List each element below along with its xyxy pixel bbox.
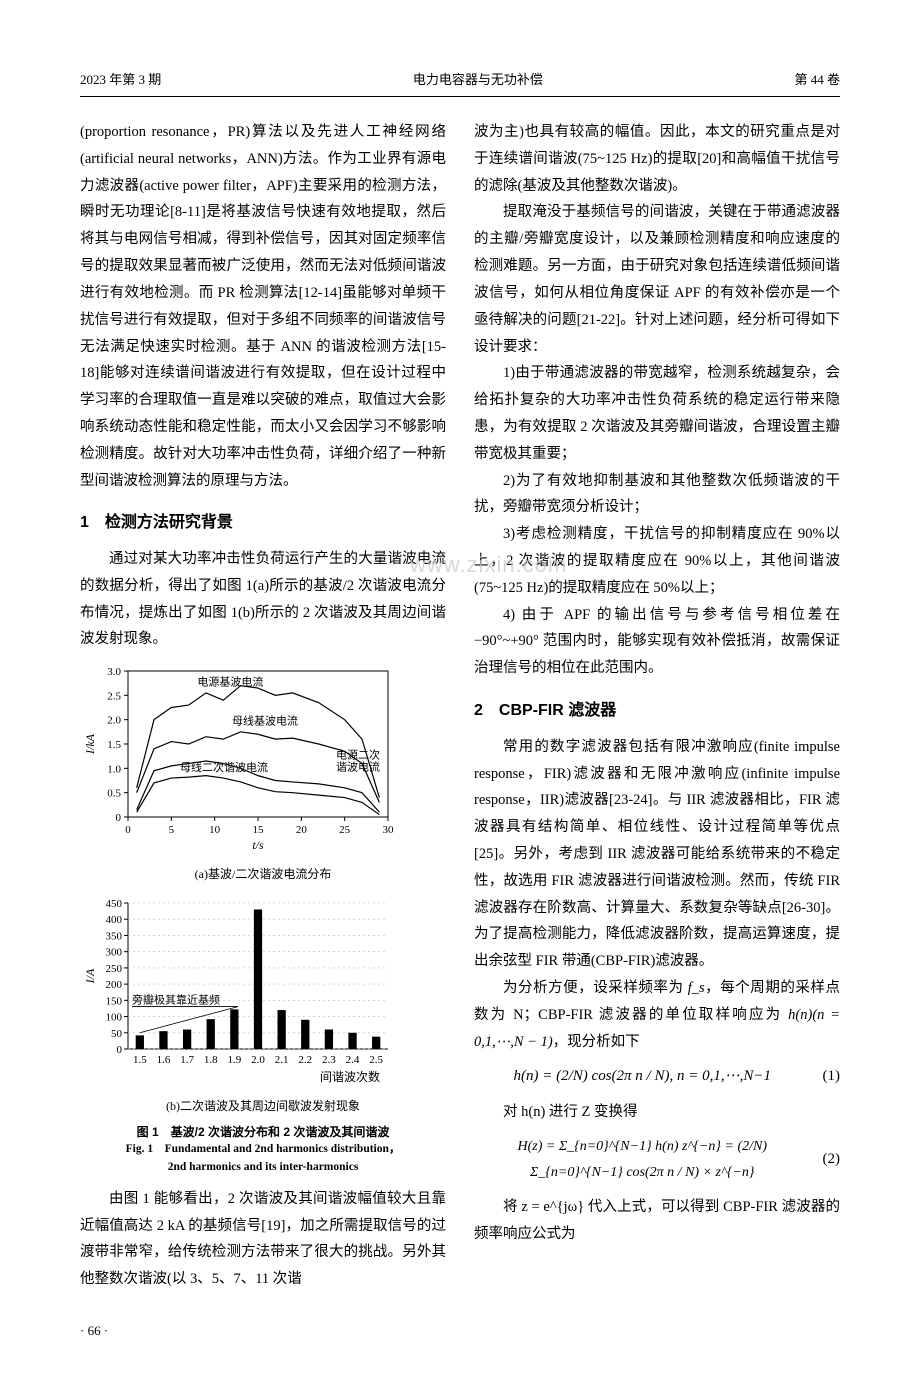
svg-text:150: 150 <box>106 996 123 1008</box>
svg-text:400: 400 <box>106 914 123 926</box>
eq2-number: (2) <box>811 1146 841 1174</box>
svg-text:450: 450 <box>106 898 123 910</box>
section-heading-1: 1 检测方法研究背景 <box>80 508 446 538</box>
svg-text:300: 300 <box>106 947 123 959</box>
svg-text:1.8: 1.8 <box>204 1054 218 1066</box>
svg-text:1.0: 1.0 <box>107 764 121 776</box>
text: 为分析方便，设采样频率为 <box>503 980 688 996</box>
list-item-4: 4) 由于 APF 的输出信号与参考信号相位差在−90°~+90° 范围内时，能… <box>474 602 840 682</box>
svg-text:1.9: 1.9 <box>227 1054 241 1066</box>
svg-text:100: 100 <box>106 1012 123 1024</box>
svg-text:200: 200 <box>106 979 123 991</box>
svg-text:2.4: 2.4 <box>346 1054 360 1066</box>
header-right: 第 44 卷 <box>794 68 840 92</box>
svg-text:间谐波次数: 间谐波次数 <box>320 1069 380 1083</box>
svg-text:2.5: 2.5 <box>369 1054 383 1066</box>
svg-text:1.5: 1.5 <box>107 739 121 751</box>
svg-text:2.5: 2.5 <box>107 691 121 703</box>
para: 波为主)也具有较高的幅值。因此，本文的研究重点是对于连续谱间谐波(75~125 … <box>474 119 840 199</box>
fig1-caption: 图 1 基波/2 次谐波分布和 2 次谐波及其间谐波 Fig. 1 Fundam… <box>80 1123 446 1176</box>
fig1a-label: (a)基波/二次谐波电流分布 <box>80 863 446 885</box>
section-heading-2: 2 CBP-FIR 滤波器 <box>474 696 840 726</box>
svg-text:10: 10 <box>209 824 221 836</box>
svg-text:1.5: 1.5 <box>133 1054 147 1066</box>
svg-text:电源二次: 电源二次 <box>336 748 380 762</box>
list-item-1: 1)由于带通滤波器的带宽越窄，检测系统越复杂，会给拓扑复杂的大功率冲击性负荷系统… <box>474 360 840 467</box>
svg-text:5: 5 <box>169 824 175 836</box>
header-left: 2023 年第 3 期 <box>80 68 161 92</box>
para: 通过对某大功率冲击性负荷运行产生的大量谐波电流的数据分析，得出了如图 1(a)所… <box>80 546 446 653</box>
right-column: 波为主)也具有较高的幅值。因此，本文的研究重点是对于连续谱间谐波(75~125 … <box>474 119 840 1293</box>
chart-a-svg: 0 0.5 1.0 1.5 2.0 2.5 3.0 0 5 10 15 20 25 30 t/s I/kA 电源… <box>80 661 400 851</box>
para: (proportion resonance，PR)算法以及先进人工神经网络(ar… <box>80 119 446 494</box>
para: 提取淹没于基频信号的间谐波，关键在于带通滤波器的主瓣/旁瓣宽度设计，以及兼顾检测… <box>474 199 840 360</box>
page-footer: · 66 · <box>80 1319 840 1343</box>
para: 由图 1 能够看出，2 次谐波及其间谐波幅值较大且靠近幅值高达 2 kA 的基频… <box>80 1186 446 1293</box>
figure-1b: 0 50 100 150 200 250 300 350 400 450 1.5 1.6 1.7 1.8 1… <box>80 893 446 1117</box>
left-column: (proportion resonance，PR)算法以及先进人工神经网络(ar… <box>80 119 446 1293</box>
para: 对 h(n) 进行 Z 变换得 <box>474 1099 840 1126</box>
eq1-body: h(n) = (2/N) cos(2π n / N), n = 0,1,⋯,N−… <box>474 1063 811 1091</box>
equation-1: h(n) = (2/N) cos(2π n / N), n = 0,1,⋯,N−… <box>474 1063 840 1091</box>
svg-text:旁瓣极其靠近基频: 旁瓣极其靠近基频 <box>132 993 220 1007</box>
list-item-2: 2)为了有效地抑制基波和其他整数次低频谐波的干扰，旁瓣带宽须分析设计； <box>474 468 840 522</box>
eq2-body: H(z) = Σ_{n=0}^{N−1} h(n) z^{−n} = (2/N)… <box>474 1134 811 1186</box>
svg-text:母线基波电流: 母线基波电流 <box>232 714 298 728</box>
svg-text:I/A: I/A <box>83 968 97 984</box>
svg-text:电源基波电流: 电源基波电流 <box>197 675 263 689</box>
page-header: 2023 年第 3 期 电力电容器与无功补偿 第 44 卷 <box>80 68 840 97</box>
svg-text:2.2: 2.2 <box>298 1054 312 1066</box>
svg-text:母线二次谐波电流: 母线二次谐波电流 <box>180 760 268 774</box>
svg-text:1.7: 1.7 <box>180 1054 194 1066</box>
svg-text:t/s: t/s <box>252 838 264 851</box>
math-fs: f_s <box>688 980 705 996</box>
svg-text:2.0: 2.0 <box>107 715 121 727</box>
svg-text:谐波电流: 谐波电流 <box>336 760 380 774</box>
fig1b-label: (b)二次谐波及其周边间歇波发射现象 <box>80 1095 446 1117</box>
svg-text:20: 20 <box>296 824 308 836</box>
svg-text:0.5: 0.5 <box>107 788 121 800</box>
fig1-caption-en1: Fig. 1 Fundamental and 2nd harmonics dis… <box>80 1141 446 1158</box>
figure-1a: 0 0.5 1.0 1.5 2.0 2.5 3.0 0 5 10 15 20 25 30 t/s I/kA 电源… <box>80 661 446 885</box>
fig1-caption-en2: 2nd harmonics and its inter-harmonics <box>80 1159 446 1176</box>
svg-text:0: 0 <box>125 824 131 836</box>
para: 常用的数字滤波器包括有限冲激响应(finite impulse response… <box>474 734 840 975</box>
chart-b-svg: 0 50 100 150 200 250 300 350 400 450 1.5 1.6 1.7 1.8 1… <box>80 893 400 1083</box>
svg-text:350: 350 <box>106 931 123 943</box>
svg-text:2.3: 2.3 <box>322 1054 336 1066</box>
svg-text:I/kA: I/kA <box>83 734 97 756</box>
svg-text:15: 15 <box>253 824 265 836</box>
svg-text:3.0: 3.0 <box>107 666 121 678</box>
equation-2: H(z) = Σ_{n=0}^{N−1} h(n) z^{−n} = (2/N)… <box>474 1134 840 1186</box>
svg-text:0: 0 <box>116 812 122 824</box>
svg-text:2.0: 2.0 <box>251 1054 265 1066</box>
svg-text:25: 25 <box>339 824 351 836</box>
svg-text:2.1: 2.1 <box>275 1054 289 1066</box>
fig1-caption-cn: 图 1 基波/2 次谐波分布和 2 次谐波及其间谐波 <box>80 1123 446 1141</box>
svg-text:50: 50 <box>111 1028 123 1040</box>
para: 将 z = e^{jω} 代入上式，可以得到 CBP-FIR 滤波器的频率响应公… <box>474 1194 840 1248</box>
para: 为分析方便，设采样频率为 f_s，每个周期的采样点数为 N；CBP-FIR 滤波… <box>474 975 840 1055</box>
svg-text:1.6: 1.6 <box>157 1054 171 1066</box>
svg-text:30: 30 <box>383 824 395 836</box>
list-item-3: 3)考虑检测精度，干扰信号的抑制精度应在 90%以上，2 次谐波的提取精度应在 … <box>474 521 840 601</box>
svg-text:0: 0 <box>117 1044 123 1056</box>
text: ，现分析如下 <box>553 1034 640 1050</box>
svg-text:250: 250 <box>106 963 123 975</box>
header-center: 电力电容器与无功补偿 <box>413 68 543 92</box>
eq1-number: (1) <box>811 1063 841 1091</box>
